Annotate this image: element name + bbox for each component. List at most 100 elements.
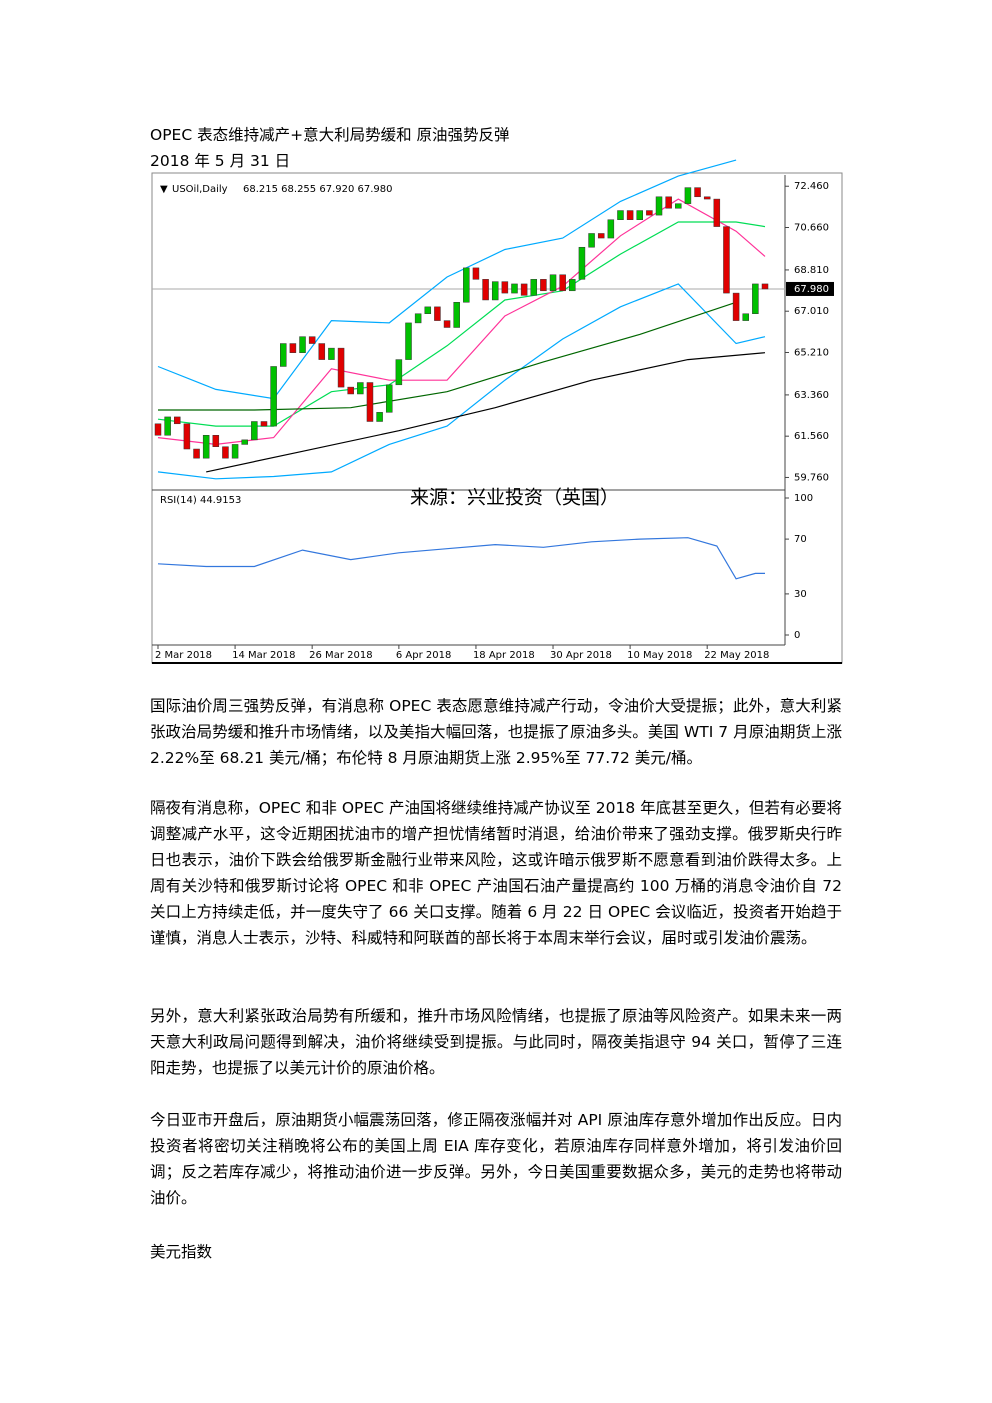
candle <box>453 302 460 328</box>
rsi-line <box>157 537 765 580</box>
candle <box>482 279 489 301</box>
candle <box>193 448 200 459</box>
y-tick-label: 70.660 <box>794 223 829 234</box>
indicator-line <box>206 352 766 473</box>
candle <box>241 439 248 445</box>
candle <box>289 343 297 353</box>
x-tick-label: 10 May 2018 <box>627 650 692 661</box>
date: 2018 年 5 月 31 日 <box>150 152 291 170</box>
candle <box>607 219 615 239</box>
last-price-box <box>786 281 834 296</box>
candle <box>569 279 576 292</box>
candle <box>337 347 345 388</box>
candle <box>597 233 605 239</box>
candle <box>511 283 518 294</box>
indicator-line <box>157 283 766 480</box>
x-tick-label: 2 Mar 2018 <box>155 650 212 661</box>
x-tick-label: 22 May 2018 <box>704 650 769 661</box>
paragraph: 隔夜有消息称，OPEC 和非 OPEC 产油国将继续维持减产协议至 2018 年… <box>150 799 842 947</box>
candle <box>174 416 181 425</box>
candle <box>646 210 653 216</box>
candle <box>694 187 701 198</box>
y-tick-label: 63.360 <box>794 390 829 401</box>
indicator-label: RSI(14) 44.9153 <box>160 495 241 506</box>
candle <box>675 203 682 209</box>
candle <box>703 196 711 200</box>
candle <box>231 444 239 459</box>
candle <box>308 336 316 344</box>
x-tick-label: 14 Mar 2018 <box>232 650 295 661</box>
candle <box>280 343 287 367</box>
x-tick-label: 6 Apr 2018 <box>396 650 451 661</box>
candle <box>559 274 566 292</box>
rsi-tick-label: 70 <box>794 534 807 545</box>
candle <box>723 226 730 294</box>
candle <box>665 196 672 209</box>
candle <box>414 313 422 324</box>
candle <box>742 313 749 321</box>
indicator-line <box>158 301 737 411</box>
candle <box>434 306 441 321</box>
indicator-line <box>157 159 737 400</box>
y-tick-label: 61.560 <box>794 431 829 442</box>
y-tick-label: 68.810 <box>794 265 829 276</box>
candle <box>684 187 692 204</box>
paragraph: 另外，意大利紧张政治局势有所缓和，推升市场风险情绪，也提振了原油等风险资产。如果… <box>150 1007 842 1077</box>
x-tick-label: 18 Apr 2018 <box>473 650 535 661</box>
candle <box>366 382 374 422</box>
candle <box>463 267 470 303</box>
candle <box>713 198 721 227</box>
candle <box>617 210 624 220</box>
last-price-label: 67.980 <box>794 284 829 295</box>
candle <box>251 421 258 441</box>
candle <box>164 416 171 436</box>
candle <box>212 435 220 447</box>
y-tick-label: 67.010 <box>794 306 829 317</box>
candle <box>636 210 643 220</box>
x-tick-label: 30 Apr 2018 <box>550 650 612 661</box>
candle <box>260 421 268 427</box>
y-tick-label: 72.460 <box>794 181 829 192</box>
candle <box>405 322 412 360</box>
chart: ▼ USOil,Daily 68.215 68.255 67.920 67.98… <box>151 159 843 664</box>
candle <box>588 233 595 248</box>
candle <box>472 267 480 280</box>
quote: 68.215 68.255 67.920 67.980 <box>243 184 393 195</box>
rsi-tick-label: 0 <box>794 630 800 641</box>
candle <box>530 279 538 296</box>
source: 来源：兴业投资（英国） <box>410 487 619 509</box>
paragraph: 今日亚市开盘后，原油期货小幅震荡回落，修正隔夜涨幅并对 API 原油库存意外增加… <box>150 1111 842 1207</box>
candle <box>299 336 306 353</box>
candle <box>183 423 191 450</box>
candle <box>549 274 557 292</box>
candle <box>347 386 354 395</box>
candle <box>540 279 547 292</box>
candle <box>318 343 326 360</box>
candle <box>752 283 759 314</box>
candle <box>491 281 499 301</box>
next-section: 美元指数 <box>150 1243 213 1261</box>
candle <box>328 347 335 360</box>
candle <box>376 412 383 422</box>
candle <box>222 446 229 459</box>
candle <box>578 246 586 280</box>
candle <box>270 366 277 427</box>
candle <box>501 281 509 294</box>
candle <box>395 359 403 386</box>
candle <box>357 382 364 395</box>
paragraph: 国际油价周三强势反弹，有消息称 OPEC 表态愿意维持减产行动，令油价大受提振；… <box>150 697 842 767</box>
triangle: ▼ <box>160 184 168 195</box>
candle <box>655 196 663 216</box>
chart-frame <box>151 172 843 664</box>
y-tick-label: 59.760 <box>794 472 829 483</box>
y-tick-label: 65.210 <box>794 347 829 358</box>
candle <box>154 423 162 436</box>
title: OPEC 表态维持减产+意大利局势缓和 原油强势反弹 <box>150 126 510 144</box>
symbol: USOil,Daily <box>172 184 228 195</box>
candle <box>443 320 451 328</box>
candle <box>385 384 393 413</box>
candle <box>520 283 528 296</box>
candle <box>732 292 740 321</box>
indicator-line <box>157 198 766 446</box>
